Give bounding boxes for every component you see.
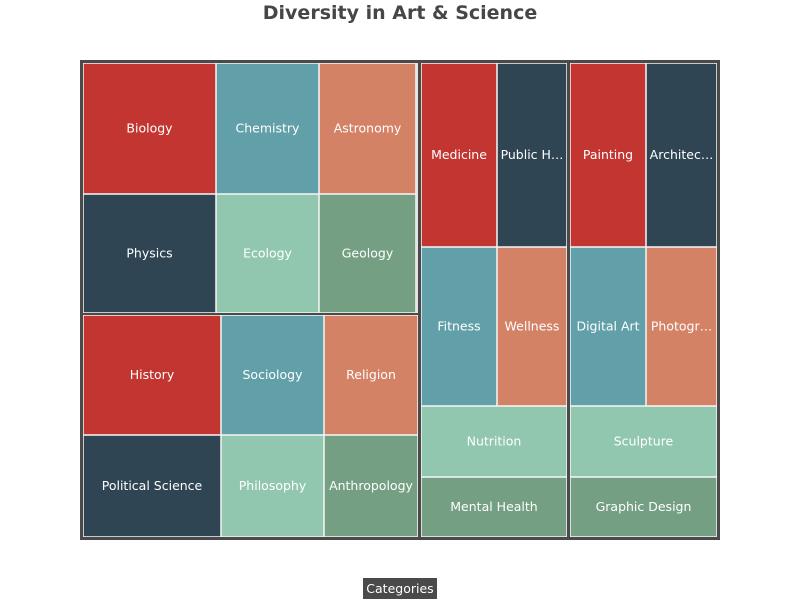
breadcrumb-root-button[interactable]: Categories [363, 578, 437, 599]
treemap-tile-fitness[interactable] [421, 247, 497, 406]
treemap-tile-label: Mental Health [450, 499, 537, 514]
treemap-tile-label: Digital Art [576, 319, 639, 334]
treemap-tile-geology[interactable] [319, 194, 416, 313]
treemap-tile-medicine[interactable] [421, 63, 497, 247]
treemap-tile-label: Photogr… [651, 319, 712, 334]
treemap-tile-label: Geology [342, 246, 394, 261]
treemap-tile-chemistry[interactable] [216, 63, 319, 194]
treemap-tile-sociology[interactable] [221, 315, 324, 435]
treemap-tile-photogr[interactable] [646, 247, 717, 406]
treemap-tile-graphic-design[interactable] [570, 477, 717, 537]
treemap-tile-sculpture[interactable] [570, 406, 717, 477]
treemap-tile-label: Painting [583, 147, 633, 162]
treemap-tile-label: History [130, 367, 175, 382]
treemap-tile-nutrition[interactable] [421, 406, 567, 477]
treemap-tile-label: Ecology [243, 246, 292, 261]
treemap-tile-ecology[interactable] [216, 194, 319, 313]
treemap-tile-label: Fitness [437, 319, 480, 334]
treemap-tile-label: Sociology [242, 367, 303, 382]
treemap-tile-digital-art[interactable] [570, 247, 646, 406]
treemap-group[interactable]: History Sociology Religion Political Scienc… [83, 315, 418, 537]
treemap-tile-mental-health[interactable] [421, 477, 567, 537]
treemap-tile-label: Nutrition [467, 434, 522, 449]
treemap-tile-philosophy[interactable] [221, 435, 324, 537]
treemap-tile-painting[interactable] [570, 63, 646, 247]
treemap-tile-wellness[interactable] [497, 247, 567, 406]
treemap-tile-astronomy[interactable] [319, 63, 416, 194]
chart-title: Diversity in Art & Science [262, 2, 538, 24]
treemap-tile-label: Political Science [102, 478, 203, 493]
treemap-tile-label: Graphic Design [596, 499, 692, 514]
treemap-tile-label: Chemistry [236, 121, 301, 136]
treemap-tile-label: Religion [346, 367, 396, 382]
treemap-tile-label: Sculpture [614, 434, 674, 449]
treemap-tile-label: Philosophy [239, 478, 307, 493]
treemap-tile-label: Wellness [505, 319, 560, 334]
treemap-tile-label: Physics [126, 246, 172, 261]
treemap-tile-religion[interactable] [324, 315, 418, 435]
treemap-group[interactable]: Painting Architec… Digital Art Photogr… Scul… [570, 63, 717, 537]
treemap-tile-label: Public H… [501, 147, 564, 162]
treemap-tile-biology[interactable] [83, 63, 216, 194]
treemap-tile-history[interactable] [83, 315, 221, 435]
treemap-tile-political-science[interactable] [83, 435, 221, 537]
treemap-tile-architec[interactable] [646, 63, 717, 247]
treemap-tile-label: Medicine [431, 147, 487, 162]
treemap-group[interactable]: Biology Chemistry Astronomy Physics Ecology G… [83, 63, 418, 313]
treemap-tile-anthropology[interactable] [324, 435, 418, 537]
treemap-tile-label: Architec… [650, 147, 714, 162]
treemap-tile-label: Astronomy [334, 121, 402, 136]
treemap-tile-label: Anthropology [329, 478, 413, 493]
treemap-group[interactable]: Medicine Public H… Fitness Wellness Nutritio… [421, 63, 567, 537]
treemap-tile-physics[interactable] [83, 194, 216, 313]
treemap-tile-public-h[interactable] [497, 63, 567, 247]
treemap-tile-label: Biology [126, 121, 173, 136]
